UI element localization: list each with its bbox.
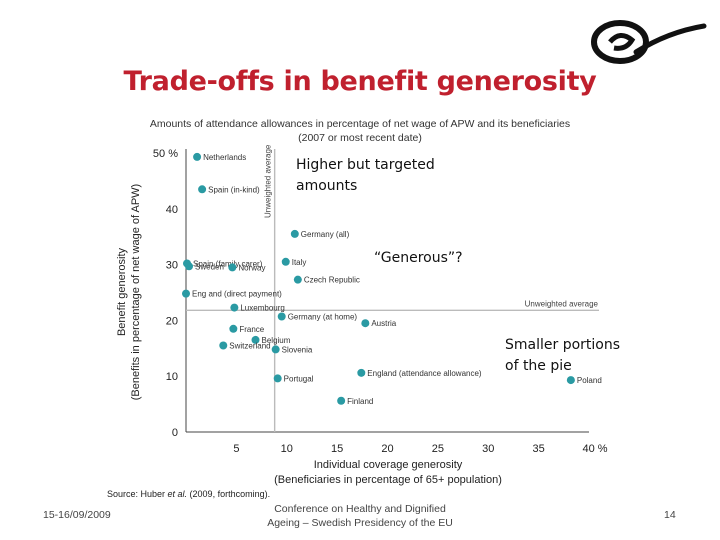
footer-conference: Conference on Healthy and Dignified Agei…	[240, 502, 480, 530]
y-tick-label: 0	[172, 427, 178, 439]
x-axis-label-2: (Beneficiaries in percentage of 65+ popu…	[274, 474, 502, 486]
data-point	[273, 374, 282, 383]
data-point	[566, 376, 575, 385]
source-prefix: Source: Huber	[107, 489, 168, 499]
data-point-label: Luxembourg	[240, 304, 284, 313]
data-point-label: Germany (at home)	[288, 312, 358, 321]
callout-higher-targeted: Higher but targeted amounts	[296, 155, 436, 197]
data-point	[198, 185, 207, 194]
data-point	[229, 324, 238, 333]
chart-title: Amounts of attendance allowances in perc…	[149, 118, 571, 130]
chart-subtitle: (2007 or most recent date)	[298, 132, 422, 144]
footer-conference-line2: Ageing – Swedish Presidency of the EU	[267, 517, 453, 529]
data-point-label: Netherlands	[203, 153, 246, 162]
x-tick-label: 35	[533, 443, 545, 455]
data-point	[271, 345, 280, 354]
data-point-label: Spain (family carer)	[193, 259, 263, 268]
data-point-label: Spain (in-kind)	[208, 185, 260, 194]
data-point	[228, 263, 237, 272]
data-point	[337, 396, 346, 405]
y-tick-label: 10	[166, 371, 178, 383]
y-tick-label: 40	[166, 204, 178, 216]
x-axis-label: Individual coverage generosity	[314, 459, 463, 471]
data-point-label: Belgium	[262, 336, 291, 345]
x-tick-label: 40 %	[582, 443, 607, 455]
x-tick-label: 5	[233, 443, 239, 455]
logo-icon	[591, 20, 707, 64]
data-point-label: Slovenia	[282, 345, 313, 354]
data-point	[251, 335, 260, 344]
x-tick-label: 30	[482, 443, 494, 455]
data-point-label: England (attendance allowance)	[367, 369, 482, 378]
source-note: Source: Huber et al. (2009, forthcoming)…	[107, 489, 270, 499]
data-point-label: Poland	[577, 376, 602, 385]
page-number: 14	[664, 509, 676, 521]
data-point	[219, 341, 228, 350]
data-point-label: Eng and (direct payment)	[192, 290, 282, 299]
y-tick-label: 20	[166, 315, 178, 327]
data-point	[185, 262, 194, 271]
data-point-label: Switzerland	[229, 342, 270, 351]
data-point	[193, 152, 202, 161]
y-tick-label: 50 %	[153, 148, 178, 160]
data-point	[357, 368, 366, 377]
data-point	[277, 312, 286, 321]
data-point	[361, 319, 370, 328]
data-point	[182, 289, 190, 298]
data-point	[230, 303, 239, 312]
y-axis-label: Benefit generosity	[116, 247, 128, 336]
data-point-label: Norway	[238, 263, 265, 272]
vertical-average-label: Unweighted average	[264, 144, 273, 218]
y-tick-label: 30	[166, 260, 178, 272]
slide-title: Trade-offs in benefit generosity	[123, 66, 597, 97]
data-point	[290, 229, 299, 238]
y-axis-label-2: (Benefits in percentage of net wage of A…	[130, 184, 142, 400]
data-point	[281, 257, 290, 266]
x-tick-label: 20	[381, 443, 393, 455]
x-tick-label: 25	[432, 443, 444, 455]
horizontal-average-label: Unweighted average	[525, 299, 599, 308]
callout-generous: “Generous”?	[374, 250, 463, 266]
data-point-label: Portugal	[284, 374, 314, 383]
data-point-label: Germany (all)	[301, 230, 350, 239]
data-point-label: Sweden	[195, 262, 224, 271]
data-point-label: France	[239, 325, 264, 334]
data-point-label: Austria	[371, 319, 396, 328]
data-point-label: Italy	[292, 258, 307, 267]
footer-date: 15-16/09/2009	[43, 509, 111, 521]
data-point-label: Czech Republic	[304, 276, 360, 285]
x-tick-label: 10	[281, 443, 293, 455]
source-italic: et al.	[167, 489, 188, 499]
callout-smaller-portions: Smaller portions of the pie	[505, 337, 621, 374]
source-suffix: (2009, forthcoming).	[187, 489, 271, 499]
data-point	[293, 275, 302, 284]
x-tick-label: 15	[331, 443, 343, 455]
footer-conference-line1: Conference on Healthy and Dignified	[274, 503, 446, 515]
data-point-label: Finland	[347, 397, 373, 406]
